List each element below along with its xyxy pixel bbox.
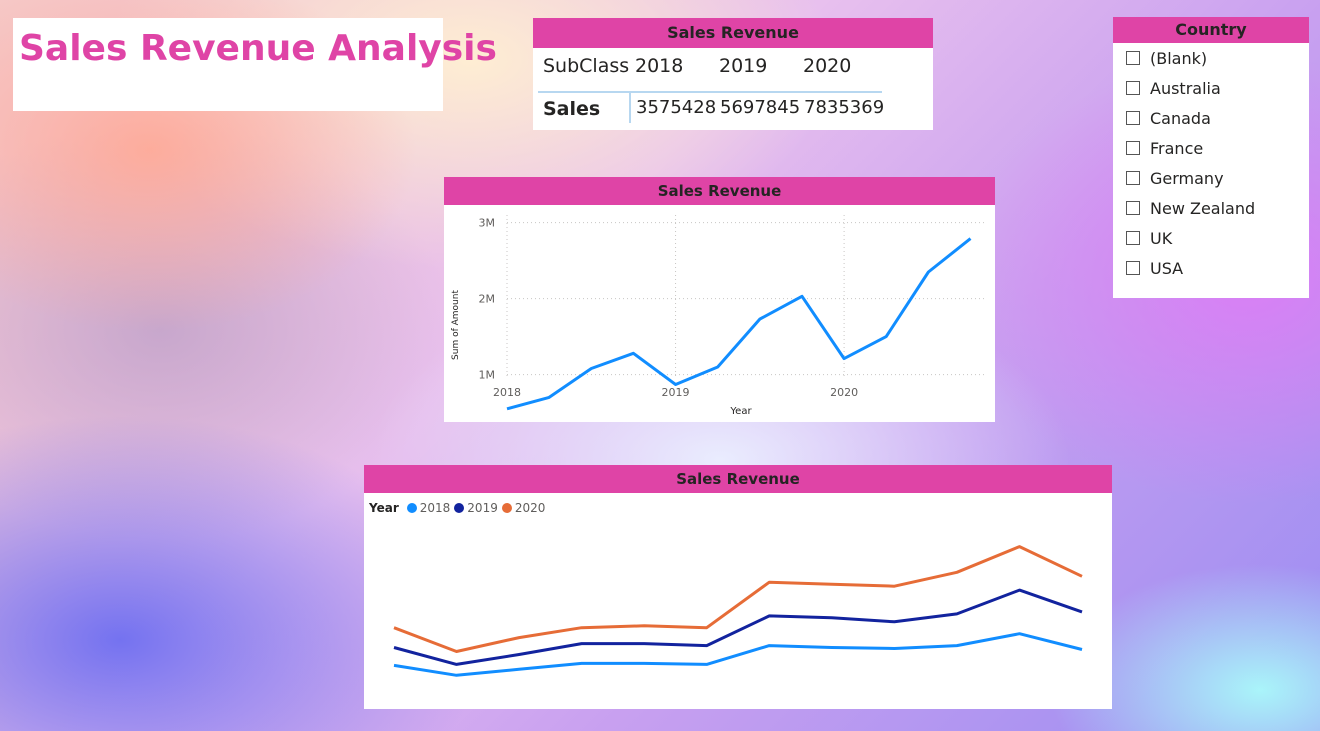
title-card: Sales Revenue Analysis bbox=[13, 18, 497, 111]
legend-dot-icon bbox=[406, 503, 417, 513]
legend-dot-icon bbox=[454, 503, 465, 513]
line-chart-plot[interactable]: 1M 2M 3M 2018 2019 2020 Sum of Amount Year bbox=[444, 205, 995, 422]
series-line-2020[interactable] bbox=[393, 545, 1083, 653]
checkbox[interactable] bbox=[1126, 81, 1140, 95]
sales-by-year-chart[interactable]: Sales Revenue Year 2018 2019 2020 bbox=[364, 465, 1112, 709]
matrix-col-header-2020[interactable]: 2020 bbox=[803, 55, 852, 77]
matrix-header-divider bbox=[538, 91, 882, 93]
matrix-value-2020: 7835369 bbox=[804, 97, 885, 118]
slicer-item-canada[interactable]: Canada bbox=[1126, 108, 1211, 128]
slicer-item-label: France bbox=[1150, 138, 1204, 158]
legend-title: Year bbox=[369, 501, 399, 515]
legend-label: 2019 bbox=[467, 501, 498, 515]
slicer-item-label: Germany bbox=[1150, 168, 1224, 188]
slicer-item-label: Canada bbox=[1150, 108, 1211, 128]
chart-legend[interactable]: Year 2018 2019 2020 bbox=[369, 501, 549, 515]
series-line-2019[interactable] bbox=[393, 588, 1083, 666]
matrix-value-2018: 3575428 bbox=[636, 97, 717, 118]
matrix-corner-header: SubClass bbox=[543, 55, 630, 77]
series-line[interactable] bbox=[506, 237, 972, 411]
slicer-item-blank[interactable]: (Blank) bbox=[1126, 48, 1207, 68]
legend-item-2018[interactable]: 2018 bbox=[406, 501, 451, 515]
checkbox[interactable] bbox=[1126, 111, 1140, 125]
slicer-item-new-zealand[interactable]: New Zealand bbox=[1126, 198, 1255, 218]
y-tick-label: 3M bbox=[479, 217, 496, 230]
matrix-col-header-2019[interactable]: 2019 bbox=[719, 55, 768, 77]
sales-matrix[interactable]: Sales Revenue SubClass 2018 2019 2020 Sa… bbox=[533, 18, 933, 130]
checkbox[interactable] bbox=[1126, 201, 1140, 215]
y-axis-title: Sum of Amount bbox=[451, 290, 461, 360]
x-tick-label: 2020 bbox=[830, 386, 858, 399]
slicer-item-germany[interactable]: Germany bbox=[1126, 168, 1224, 188]
page-title: Sales Revenue Analysis bbox=[19, 28, 497, 69]
y-tick-label: 2M bbox=[479, 293, 496, 306]
checkbox[interactable] bbox=[1126, 171, 1140, 185]
legend-label: 2018 bbox=[419, 501, 451, 515]
slicer-item-label: Australia bbox=[1150, 78, 1221, 98]
checkbox[interactable] bbox=[1126, 231, 1140, 245]
matrix-col-header-2018[interactable]: 2018 bbox=[635, 55, 684, 77]
slicer-item-australia[interactable]: Australia bbox=[1126, 78, 1221, 98]
x-axis-title: Year bbox=[729, 406, 752, 417]
x-tick-label: 2018 bbox=[493, 386, 521, 399]
matrix-value-2019: 5697845 bbox=[720, 97, 801, 118]
legend-item-2019[interactable]: 2019 bbox=[454, 501, 498, 515]
legend-dot-icon bbox=[501, 503, 512, 513]
y-tick-label: 1M bbox=[479, 369, 496, 382]
slicer-item-uk[interactable]: UK bbox=[1126, 228, 1172, 248]
slicer-item-label: USA bbox=[1150, 258, 1184, 278]
slicer-item-france[interactable]: France bbox=[1126, 138, 1203, 158]
checkbox[interactable] bbox=[1126, 261, 1140, 275]
slicer-item-label: UK bbox=[1150, 228, 1173, 248]
slicer-header: Country bbox=[1113, 17, 1309, 43]
series-line-2018[interactable] bbox=[393, 632, 1083, 677]
matrix-column-divider bbox=[629, 93, 631, 123]
line-chart-header: Sales Revenue bbox=[444, 177, 995, 205]
checkbox[interactable] bbox=[1126, 141, 1140, 155]
legend-item-2020[interactable]: 2020 bbox=[501, 501, 546, 515]
multi-chart-plot[interactable] bbox=[364, 493, 1112, 709]
sales-line-chart[interactable]: Sales Revenue 1M 2M 3M 2018 2019 2020 Sum of… bbox=[444, 177, 995, 422]
matrix-header: Sales Revenue bbox=[533, 18, 933, 48]
slicer-item-label: (Blank) bbox=[1150, 48, 1208, 68]
matrix-row-label: Sales bbox=[543, 98, 601, 120]
slicer-item-label: New Zealand bbox=[1150, 198, 1256, 218]
x-tick-label: 2019 bbox=[662, 386, 690, 399]
legend-label: 2020 bbox=[514, 501, 546, 515]
checkbox[interactable] bbox=[1126, 51, 1140, 65]
country-slicer[interactable]: Country (Blank) Australia Canada France … bbox=[1113, 17, 1309, 298]
slicer-item-usa[interactable]: USA bbox=[1126, 258, 1183, 278]
multi-chart-header: Sales Revenue bbox=[364, 465, 1112, 493]
